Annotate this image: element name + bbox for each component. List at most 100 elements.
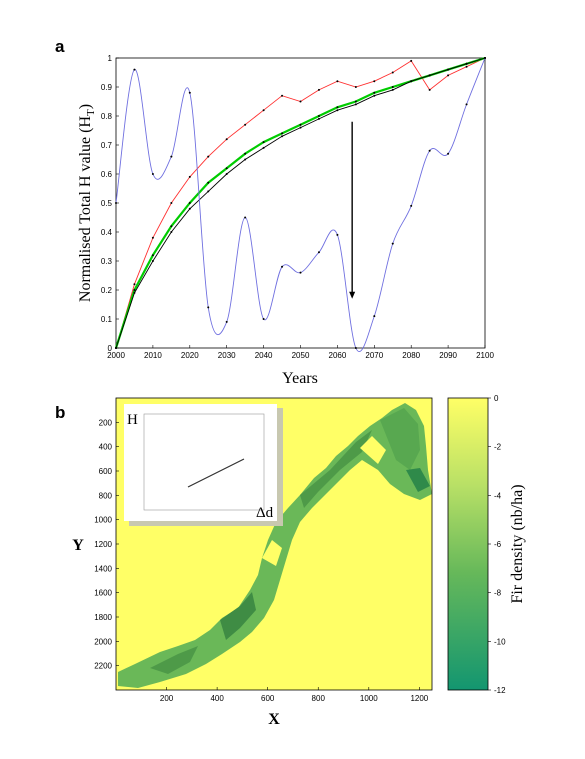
- inset-y-label: H: [127, 412, 138, 428]
- data-point: [188, 91, 191, 94]
- x-tick-label: 2060: [329, 351, 347, 360]
- data-point: [225, 138, 228, 141]
- data-point: [225, 167, 228, 170]
- data-point: [354, 347, 357, 349]
- data-point: [133, 289, 136, 291]
- data-point: [336, 106, 339, 109]
- colorbar-ticks: 0 -2 -4 -6 -8 -10 -12: [488, 394, 506, 695]
- data-point: [428, 149, 431, 152]
- data-point: [317, 251, 320, 254]
- data-point: [391, 88, 394, 91]
- data-point: [151, 236, 154, 239]
- inset-plot: H Δd: [124, 404, 283, 526]
- x-tick-label: 2090: [439, 351, 457, 360]
- data-point: [336, 109, 339, 112]
- colorbar-tick-label: -6: [494, 540, 502, 549]
- y-tick-label: 1: [108, 54, 113, 63]
- data-point: [225, 320, 228, 323]
- data-point: [151, 173, 154, 175]
- data-point: [373, 91, 376, 94]
- data-point: [317, 115, 320, 117]
- panel-a-letter: a: [55, 37, 65, 56]
- data-point: [207, 155, 210, 158]
- y-tick-label: 0.1: [101, 315, 113, 324]
- y-axis-label-a: Normalised Total H value (HT): [77, 104, 97, 302]
- x-tick-label: 2070: [365, 351, 383, 360]
- data-point: [299, 100, 302, 103]
- x-tick-label: 2100: [476, 351, 494, 360]
- data-point: [317, 88, 320, 91]
- data-point: [391, 242, 394, 245]
- y-label-a-prefix: Normalised Total H value (H: [77, 116, 94, 303]
- x-tick-label: 1000: [360, 694, 378, 703]
- x-tick-label: 200: [160, 694, 174, 703]
- data-point: [465, 62, 468, 65]
- data-point: [244, 123, 247, 126]
- data-point: [447, 152, 450, 155]
- x-tick-label: 2030: [218, 351, 236, 360]
- colorbar-tick-label: -10: [494, 637, 506, 646]
- data-point: [484, 57, 486, 59]
- data-point: [225, 173, 228, 175]
- y-label-a-subscript: T: [85, 109, 97, 116]
- fir-habitat-region: [118, 403, 432, 688]
- data-point: [410, 80, 413, 83]
- data-point: [336, 233, 339, 236]
- data-point: [465, 65, 468, 68]
- data-point: [336, 80, 339, 83]
- y-tick-label: 1000: [94, 516, 112, 525]
- data-point: [244, 216, 247, 219]
- x-axis-label-a: Years: [282, 370, 318, 387]
- inset-x-label: Δd: [256, 505, 274, 521]
- data-point: [281, 94, 284, 97]
- data-point: [410, 59, 413, 62]
- data-point: [170, 202, 173, 204]
- y-label-a-suffix: ): [77, 104, 94, 109]
- colorbar-gradient: [447, 397, 489, 691]
- y-tick-label: 0.5: [101, 199, 113, 208]
- data-point: [373, 94, 376, 97]
- data-point: [133, 68, 136, 71]
- data-point: [151, 254, 154, 257]
- y-tick-label: 600: [99, 467, 113, 476]
- y-tick-label: 0.2: [101, 286, 113, 295]
- colorbar-tick-label: 0: [494, 394, 499, 403]
- data-point: [262, 318, 265, 320]
- data-point: [207, 306, 210, 309]
- y-tick-label: 1600: [94, 589, 112, 598]
- y-tick-label: 1800: [94, 613, 112, 622]
- data-point: [281, 135, 284, 138]
- data-point: [354, 103, 357, 106]
- y-axis-ticks-b: 200 400 600 800 1000 1200 1400 1600 1800 2000 2200: [94, 418, 119, 671]
- y-tick-label: 2000: [94, 637, 112, 646]
- x-tick-label: 800: [312, 694, 326, 703]
- data-point: [262, 146, 265, 149]
- colorbar-label: Fir density (nb/ha): [509, 484, 526, 603]
- colorbar-tick-label: -12: [494, 686, 506, 695]
- inset-trend-line: [187, 458, 245, 488]
- x-axis-label-b: X: [268, 711, 280, 728]
- x-axis-ticks-b: 200 400 600 800 1000 1200: [160, 687, 429, 703]
- inset-background: [124, 404, 277, 521]
- y-tick-label: 800: [99, 491, 113, 500]
- y-tick-label: 1400: [94, 564, 112, 573]
- data-point: [151, 260, 154, 262]
- data-point: [244, 158, 247, 161]
- x-tick-label: 2040: [255, 351, 273, 360]
- data-point: [281, 265, 284, 268]
- y-tick-label: 0.9: [101, 83, 113, 92]
- panel-b-letter: b: [55, 403, 65, 422]
- colorbar-tick-label: -2: [494, 443, 502, 452]
- data-point: [188, 175, 191, 178]
- data-point: [188, 202, 191, 204]
- y-tick-label: 0.4: [101, 228, 113, 237]
- habitat-dark-patch-1: [300, 430, 372, 508]
- data-point: [410, 204, 413, 207]
- data-point: [373, 80, 376, 83]
- data-point: [299, 126, 302, 129]
- x-tick-label: 2050: [292, 351, 310, 360]
- data-point: [354, 86, 357, 88]
- x-tick-label: 2010: [144, 351, 162, 360]
- habitat-dark-patch-4: [406, 468, 430, 492]
- data-point: [170, 155, 173, 158]
